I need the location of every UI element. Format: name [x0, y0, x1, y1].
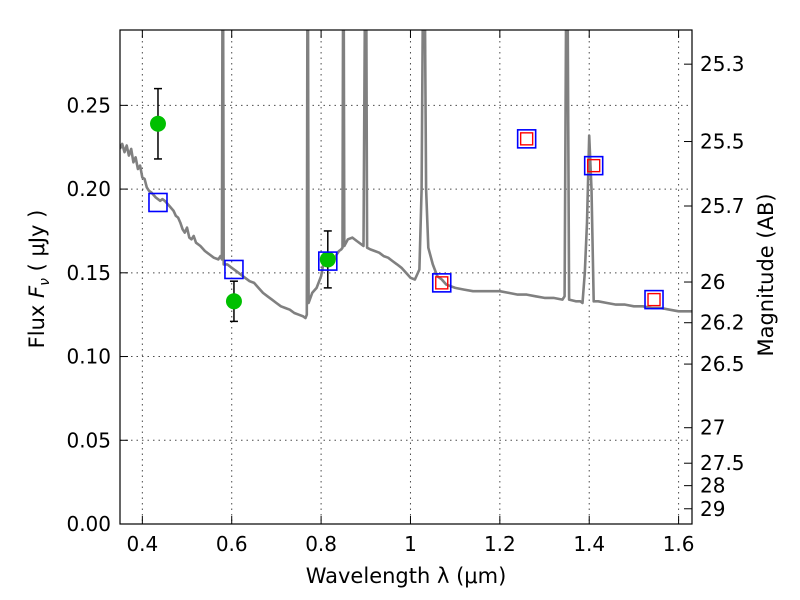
x-tick-label: 1.6	[663, 532, 695, 556]
y-axis-title-prefix: Flux	[25, 298, 49, 348]
right-tick-label: 25.7	[700, 194, 745, 218]
y-tick-label: 0.20	[66, 177, 111, 201]
x-tick-label: 1.2	[484, 532, 516, 556]
axis-ticks: 0.4 0.6 0.8 1 1.2 1.4 1.6 0.00 0.05 0.10 0.15 0.20 0…	[66, 30, 745, 556]
model-square-blue	[516, 129, 537, 149]
y-axis-title-subscript: ν	[37, 278, 53, 286]
y-axis-title-unit: ( μJy )	[25, 210, 49, 278]
grid	[120, 30, 692, 525]
model-square-blue	[644, 289, 664, 310]
model-square-blue	[583, 155, 604, 176]
right-axis-title: Magnitude (AB)	[754, 193, 778, 356]
y-tick-label: 0.10	[66, 345, 111, 369]
model-square-red	[586, 158, 601, 173]
x-tick-label: 0.6	[216, 532, 248, 556]
observed-point	[225, 293, 242, 310]
x-tick-label: 1	[404, 532, 417, 556]
right-tick-label: 25.3	[700, 52, 745, 76]
y-axis-title: Flux Fν ( μJy )	[25, 210, 53, 349]
x-tick-label: 0.8	[305, 532, 337, 556]
x-tick-label: 1.4	[573, 532, 605, 556]
y-axis-title-symbol: F	[25, 285, 49, 298]
model-square-red	[647, 292, 661, 307]
observed-point	[319, 251, 336, 268]
right-tick-label: 25.5	[700, 130, 745, 154]
model-square-red	[435, 276, 449, 290]
model-square-blue	[431, 273, 452, 293]
y-tick-label: 0.00	[66, 512, 111, 536]
right-tick-label: 27	[700, 416, 725, 440]
model-square-red	[519, 132, 534, 146]
right-tick-label: 29	[700, 497, 725, 521]
x-axis-title: Wavelength λ (μm)	[306, 564, 507, 588]
model-square-blue	[224, 259, 244, 280]
model-spectrum-line	[120, 30, 692, 320]
plot-area	[120, 30, 692, 323]
x-tick-label: 0.4	[126, 532, 158, 556]
plot-frame	[119, 29, 693, 525]
model-square-blue	[148, 192, 168, 213]
right-tick-label: 26	[700, 270, 725, 294]
y-tick-label: 0.05	[66, 428, 111, 452]
right-tick-label: 27.5	[700, 451, 745, 475]
model-square-blue	[317, 251, 338, 271]
right-tick-label: 28	[700, 474, 725, 498]
right-tick-label: 26.2	[700, 311, 745, 335]
y-tick-label: 0.25	[66, 93, 111, 117]
observed-point	[149, 115, 166, 132]
right-tick-label: 26.5	[700, 352, 745, 376]
y-tick-label: 0.15	[66, 261, 111, 285]
